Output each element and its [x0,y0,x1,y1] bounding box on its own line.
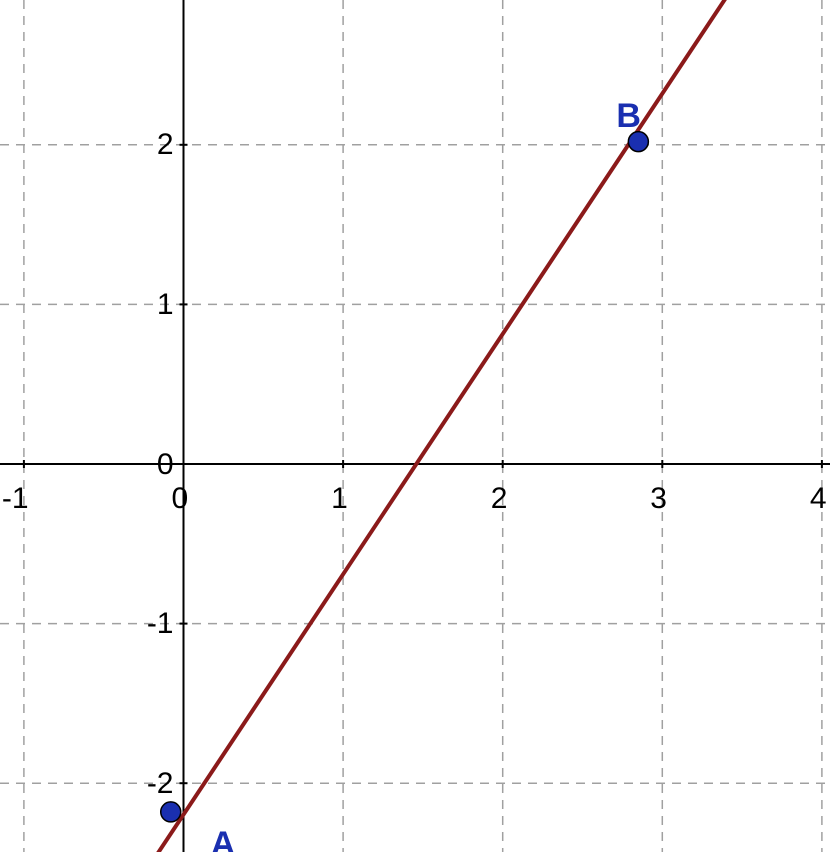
coordinate-chart: -1 0 1 2 3 4 -2 -1 0 1 2 3 A B [0,0,830,852]
y-tick-label: 0 [124,448,174,482]
x-tick-label: 3 [650,482,667,516]
y-tick-label: -1 [124,607,174,641]
y-tick-label: 2 [124,128,174,162]
x-tick-label: -1 [2,482,29,516]
y-tick-label: 3 [124,0,174,3]
x-tick-label: 2 [491,482,508,516]
plot-line [88,0,782,852]
x-tick-label: 0 [172,482,189,516]
point-label-a: A [211,825,236,852]
point-a [161,802,181,822]
x-tick-label: 1 [331,482,348,516]
x-tick-label: 4 [810,482,827,516]
point-label-b: B [616,97,641,136]
y-tick-label: 1 [124,288,174,322]
y-tick-label: -2 [124,767,174,801]
